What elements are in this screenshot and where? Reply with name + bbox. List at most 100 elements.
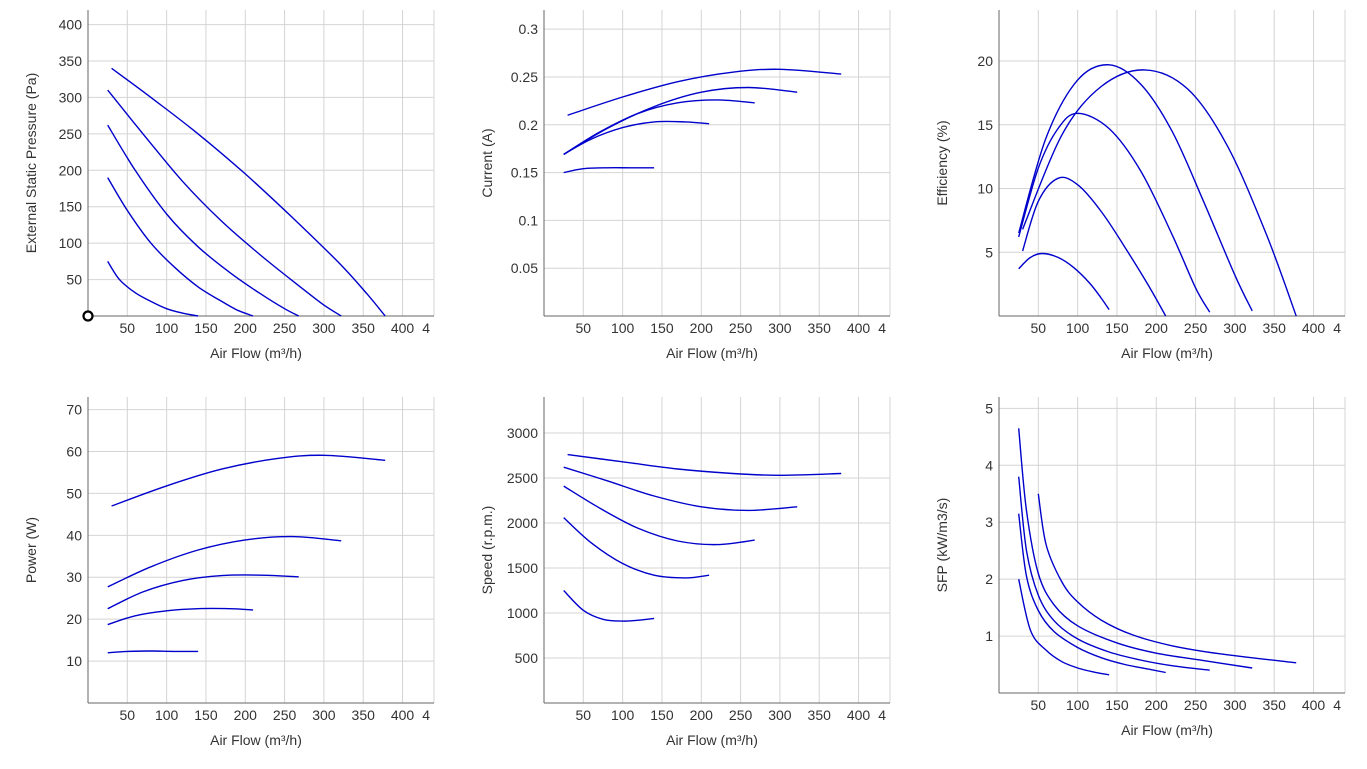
x-tick-label: 400 <box>847 707 871 723</box>
series-line-3 <box>1018 476 1210 671</box>
x-tick-label: 4 <box>1333 697 1341 713</box>
x-tick-label: 150 <box>650 320 674 336</box>
x-tick-label: 200 <box>234 707 258 723</box>
x-tick-label: 100 <box>1066 697 1090 713</box>
x-tick-label: 50 <box>1031 697 1047 713</box>
x-axis-label: Air Flow (m³/h) <box>666 732 758 748</box>
x-tick-label: 50 <box>120 707 136 723</box>
x-tick-label: 4 <box>878 707 886 723</box>
x-tick-label: 150 <box>194 707 218 723</box>
x-tick-label: 50 <box>576 320 592 336</box>
y-tick-label: 70 <box>66 402 82 418</box>
y-axis-label: SFP (kW/m3/s) <box>934 498 950 593</box>
x-tick-label: 100 <box>155 320 179 336</box>
y-tick-label: 0.05 <box>511 260 538 276</box>
y-axis-label: Efficiency (%) <box>934 120 950 205</box>
y-axis-label: Speed (r.p.m.) <box>479 506 495 595</box>
y-tick-label: 2000 <box>507 515 538 531</box>
chart-power: 50 100 150 200 250 300 350 400 4 10 20 30 40 50 60 70 Ai… <box>23 397 435 748</box>
y-tick-label: 350 <box>59 53 83 69</box>
x-tick-label: 350 <box>808 320 832 336</box>
series-line-2 <box>107 177 254 317</box>
x-tick-label: 350 <box>352 707 376 723</box>
series-line-1 <box>1018 579 1110 676</box>
series-line-1 <box>107 650 199 654</box>
y-tick-label: 0.2 <box>519 117 539 133</box>
x-tick-label: 150 <box>194 320 218 336</box>
x-tick-label: 250 <box>729 320 753 336</box>
series-line-2 <box>1018 513 1166 674</box>
x-tick-label: 250 <box>1184 697 1208 713</box>
y-axis-label: Current (A) <box>479 128 495 197</box>
series-line-4 <box>107 89 342 317</box>
series-line-1 <box>563 590 655 622</box>
x-tick-label: 400 <box>391 320 415 336</box>
x-tick-label: 350 <box>352 320 376 336</box>
x-tick-label: 300 <box>1223 320 1247 336</box>
x-tick-label: 4 <box>422 707 430 723</box>
y-tick-label: 400 <box>59 17 83 33</box>
series-line-2 <box>563 120 710 156</box>
y-tick-label: 1 <box>985 628 993 644</box>
y-tick-label: 1000 <box>507 605 538 621</box>
y-tick-label: 3000 <box>507 425 538 441</box>
y-tick-label: 4 <box>985 457 993 473</box>
series-line-5 <box>567 68 842 116</box>
y-tick-label: 0.25 <box>511 69 538 85</box>
series-line-5 <box>111 67 386 317</box>
y-tick-label: 20 <box>66 611 82 627</box>
x-tick-label: 200 <box>1145 320 1169 336</box>
x-axis-label: Air Flow (m³/h) <box>210 345 302 361</box>
x-axis-label: Air Flow (m³/h) <box>1121 722 1213 738</box>
x-tick-label: 200 <box>234 320 258 336</box>
x-tick-label: 4 <box>1333 320 1341 336</box>
x-tick-label: 300 <box>768 707 792 723</box>
y-tick-label: 2500 <box>507 470 538 486</box>
y-tick-label: 15 <box>977 117 993 133</box>
x-tick-label: 150 <box>1105 320 1129 336</box>
series-line-5 <box>1037 493 1297 664</box>
x-tick-label: 4 <box>878 320 886 336</box>
y-tick-label: 150 <box>59 199 83 215</box>
y-tick-label: 5 <box>985 400 993 416</box>
series-line-3 <box>107 124 300 317</box>
x-tick-label: 300 <box>768 320 792 336</box>
y-tick-label: 500 <box>515 650 539 666</box>
chart-pressure: 50 100 150 200 250 300 350 400 45010015020025030… <box>23 10 435 361</box>
series-line-2 <box>107 607 254 626</box>
y-tick-label: 60 <box>66 443 82 459</box>
series-line-5 <box>567 453 842 477</box>
y-tick-label: 0.3 <box>519 21 539 37</box>
x-tick-label: 100 <box>155 707 179 723</box>
x-tick-label: 50 <box>576 707 592 723</box>
series-line-1 <box>1018 252 1110 310</box>
x-tick-label: 250 <box>729 707 753 723</box>
x-tick-label: 350 <box>1263 320 1287 336</box>
x-tick-label: 300 <box>312 320 336 336</box>
y-tick-label: 0.1 <box>519 212 539 228</box>
y-tick-label: 10 <box>66 653 82 669</box>
chart-sfp: 50 100 150 200 250 300 350 400 4 1 2 3 4 5 Air Flow (m… <box>934 397 1346 738</box>
x-tick-label: 200 <box>690 707 714 723</box>
series-line-3 <box>563 485 755 546</box>
x-tick-label: 300 <box>1223 697 1247 713</box>
x-tick-label: 200 <box>690 320 714 336</box>
chart-speed: 50 100 150 200 250 300 350 400 4 500 1000 1500 2000 2… <box>479 397 891 748</box>
x-tick-label: 4 <box>422 320 430 336</box>
y-tick-label: 40 <box>66 527 82 543</box>
x-tick-label: 300 <box>312 707 336 723</box>
x-tick-label: 400 <box>1302 320 1326 336</box>
x-tick-label: 350 <box>808 707 832 723</box>
origin-marker <box>82 310 94 322</box>
y-axis-label: Power (W) <box>23 517 39 583</box>
x-tick-label: 100 <box>611 320 635 336</box>
series-line-4 <box>1018 64 1253 312</box>
y-tick-label: 30 <box>66 569 82 585</box>
y-tick-label: 1500 <box>507 560 538 576</box>
x-tick-label: 200 <box>1145 697 1169 713</box>
x-tick-label: 250 <box>273 320 297 336</box>
y-tick-label: 0.15 <box>511 165 538 181</box>
series-line-3 <box>1018 112 1211 313</box>
y-tick-label: 2 <box>985 571 993 587</box>
